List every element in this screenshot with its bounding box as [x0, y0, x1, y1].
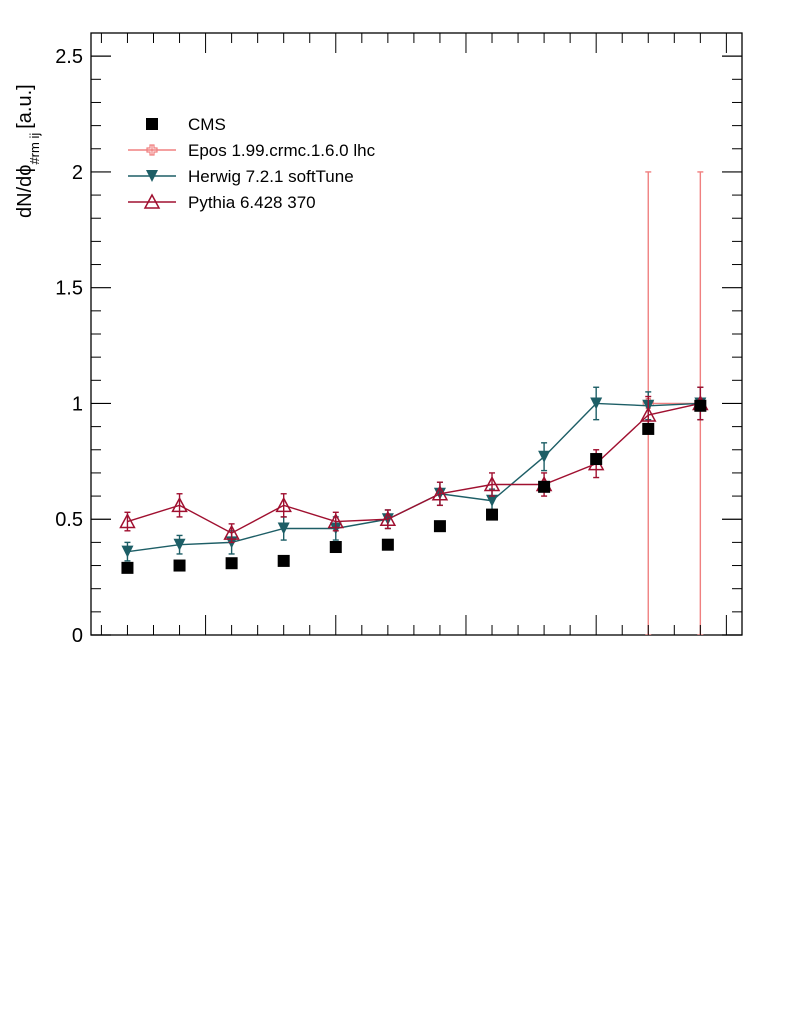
- legend-entry: Epos 1.99.crmc.1.6.0 lhc: [128, 141, 376, 160]
- y-axis-title-units: [a.u.]: [14, 84, 36, 128]
- data-point: [694, 399, 707, 412]
- data-point: [590, 397, 603, 410]
- data-point: [329, 541, 342, 554]
- data-point: [275, 496, 292, 513]
- data-point: [379, 510, 397, 526]
- data-point: [223, 524, 240, 540]
- series-line: [127, 402, 701, 534]
- legend-marker: [146, 144, 158, 156]
- legend-entry: Herwig 7.2.1 softTune: [128, 167, 354, 186]
- data-point: [538, 480, 551, 493]
- y-tick-label: 1: [72, 393, 83, 415]
- legend-label: Epos 1.99.crmc.1.6.0 lhc: [188, 141, 376, 160]
- y-tick-label: 2: [72, 162, 83, 184]
- legend-entry: Pythia 6.428 370: [128, 193, 316, 212]
- data-point: [225, 557, 238, 570]
- data-point: [327, 512, 345, 529]
- data-point: [119, 512, 136, 529]
- data-point: [171, 496, 188, 513]
- y-axis-title-main: dN/dϕ: [14, 165, 36, 218]
- legend-label: CMS: [188, 115, 226, 134]
- data-point: [433, 520, 446, 533]
- legend-marker: [146, 170, 158, 182]
- data-point: [642, 422, 655, 435]
- legend-marker: [143, 193, 161, 209]
- series-herwig-7-2-1-softtune: [121, 386, 707, 562]
- data-point: [640, 406, 657, 422]
- data-point: [486, 508, 499, 521]
- legend-label: Pythia 6.428 370: [188, 193, 316, 212]
- data-point: [590, 453, 603, 466]
- data-point: [173, 559, 186, 572]
- data-point: [486, 494, 499, 507]
- y-tick-label: 2.5: [55, 46, 83, 68]
- series-cms: [121, 399, 707, 574]
- data-point: [277, 522, 290, 535]
- y-tick-label: 0: [72, 625, 83, 647]
- data-point: [381, 538, 394, 551]
- data-point: [483, 475, 501, 492]
- data-point: [173, 538, 186, 551]
- legend-label: Herwig 7.2.1 softTune: [188, 167, 354, 186]
- legend-marker: [146, 118, 158, 130]
- y-tick-label: 1.5: [55, 278, 83, 300]
- data-point: [121, 561, 134, 574]
- data-point: [277, 554, 290, 567]
- y-axis-title-subscript: #rm ij: [27, 133, 42, 165]
- series-pythia-6-428-370: [119, 386, 709, 544]
- y-axis-title: dN/dϕ#rm ij [a.u.]: [14, 84, 42, 218]
- data-point: [431, 485, 449, 501]
- series-line: [127, 402, 701, 553]
- legend-entry: CMS: [146, 115, 226, 134]
- data-point: [538, 450, 551, 463]
- y-tick-label: 0.5: [55, 509, 83, 531]
- data-point: [121, 545, 134, 558]
